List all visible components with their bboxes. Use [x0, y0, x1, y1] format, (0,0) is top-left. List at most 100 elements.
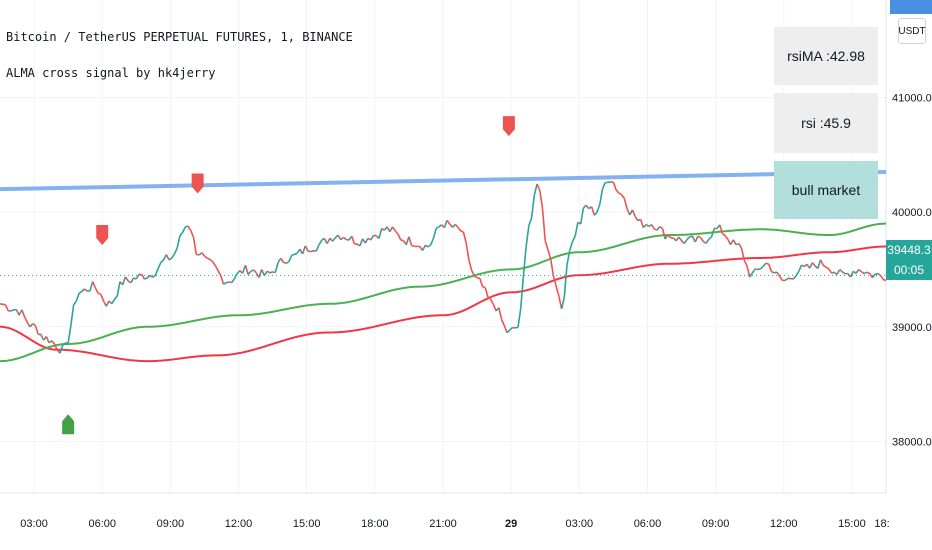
price-segment	[141, 274, 146, 280]
price-segment	[533, 183, 538, 196]
price-segment	[746, 265, 751, 278]
price-segment	[359, 238, 364, 247]
price-segment	[135, 273, 140, 280]
price-segment	[634, 216, 639, 222]
price-segment	[288, 255, 293, 262]
price-segment	[70, 304, 75, 326]
price-segment	[111, 298, 116, 305]
price-tick-label: 38000.0	[892, 436, 932, 448]
price-segment	[394, 230, 399, 235]
price-segment	[179, 231, 184, 237]
price-segment	[724, 235, 729, 240]
price-segment	[482, 285, 486, 289]
price-segment	[89, 281, 94, 292]
buy-signal-marker	[62, 414, 75, 435]
price-segment	[470, 269, 476, 277]
price-segment	[258, 269, 263, 278]
price-segment	[539, 190, 544, 209]
price-segment	[473, 275, 478, 279]
price-segment	[241, 264, 247, 274]
price-segment	[427, 244, 432, 248]
time-tick-label: 18:00	[361, 518, 389, 530]
alma-slow-line	[0, 245, 886, 363]
price-tick-label: 40000.0	[892, 207, 932, 219]
price-segment	[252, 269, 257, 274]
currency-button[interactable]: USDT	[898, 18, 926, 44]
time-axis[interactable]: 03:00 06:00 09:00 12:00 15:00 18:00 21:00 29 03:…	[20, 518, 889, 530]
trend-line-segment[interactable]	[0, 169, 887, 192]
price-segment	[691, 235, 696, 243]
price-segment	[825, 266, 830, 270]
alma-slow-path	[0, 245, 886, 363]
price-segment	[861, 271, 865, 275]
price-segment	[601, 182, 606, 190]
price-segment	[340, 236, 345, 241]
price-segment	[839, 268, 843, 273]
market-state-panel: bull market	[774, 161, 878, 219]
price-segment	[48, 340, 53, 344]
price-segment	[883, 278, 887, 282]
price-segment	[560, 296, 566, 310]
price-segment	[760, 265, 764, 270]
price-segment	[858, 268, 862, 273]
price-segment	[503, 325, 508, 333]
price-segment	[599, 188, 604, 205]
price-segment	[405, 236, 410, 245]
time-tick-label: 12:00	[770, 518, 798, 530]
signal-markers	[62, 116, 515, 435]
alma-fast-line	[0, 222, 886, 363]
price-segment	[72, 300, 77, 306]
price-segment	[162, 254, 168, 261]
price-segment	[157, 262, 162, 269]
price-axis[interactable]: 38000.0 39000.0 40000.0 41000.0	[892, 92, 932, 448]
price-segment	[648, 224, 653, 228]
time-tick-label: 15:00	[838, 518, 866, 530]
price-segment	[623, 198, 628, 209]
symbol-title[interactable]: Bitcoin / TetherUS PERPETUAL FUTURES, 1,…	[6, 30, 353, 44]
price-segment	[217, 270, 222, 276]
trend-line[interactable]	[0, 169, 887, 192]
rsima-panel: rsiMA :42.98	[774, 27, 878, 85]
price-segment	[808, 262, 814, 269]
price-segment	[294, 252, 298, 256]
price-segment	[738, 243, 743, 249]
price-segment	[26, 321, 31, 328]
time-tick-label: 03:00	[566, 518, 594, 530]
price-segment	[0, 303, 3, 306]
indicator-title[interactable]: ALMA cross signal by hk4jerry	[6, 66, 216, 80]
price-segment	[10, 309, 14, 312]
price-segment	[479, 277, 484, 287]
price-segment	[607, 181, 611, 184]
price-segment	[659, 226, 663, 230]
price-segment	[645, 223, 650, 228]
price-segment	[642, 224, 647, 229]
price-segment	[168, 257, 173, 261]
price-segment	[697, 235, 701, 239]
price-segment	[438, 224, 443, 228]
price-segment	[435, 226, 440, 229]
price-segment	[187, 225, 192, 231]
price-segment	[160, 259, 165, 264]
price-segment	[223, 281, 227, 285]
price-segment	[506, 329, 511, 334]
price-segment	[879, 274, 884, 281]
price-segment	[350, 235, 356, 245]
price-segment	[400, 239, 404, 242]
price-segment	[165, 254, 170, 261]
price-segment	[530, 195, 536, 219]
price-segment	[868, 272, 874, 279]
price-segment	[801, 264, 805, 268]
price-segment	[171, 253, 176, 259]
price-segment	[152, 274, 156, 279]
price-segment	[272, 271, 276, 274]
price-segment	[411, 244, 415, 248]
price-segment	[749, 272, 754, 278]
price-segment	[67, 325, 72, 343]
price-segment	[378, 228, 383, 239]
price-segment	[774, 271, 778, 274]
price-segment	[397, 233, 402, 241]
price-segment	[78, 290, 83, 294]
price-segment	[863, 271, 868, 275]
price-segment	[457, 226, 462, 232]
price-segment	[269, 271, 273, 274]
